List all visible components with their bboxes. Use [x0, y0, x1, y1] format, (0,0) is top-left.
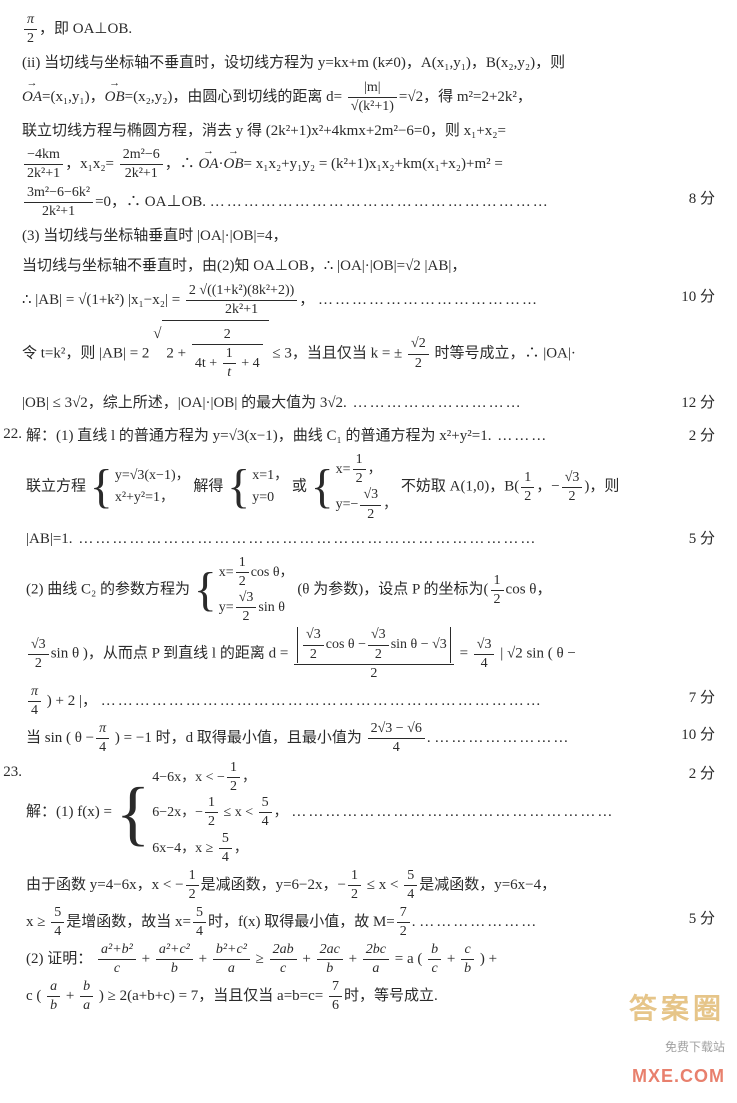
q22-l2: 联立方程 { y=√3(x−1)，x²+y²=1， 解得 { x=1，y=0 或…: [26, 452, 715, 522]
q21-body: π2，即 OA⊥OB. (ii) 当切线与坐标轴不垂直时，设切线方程为 y=kx…: [22, 10, 715, 420]
q21-l9: ∴ |AB| = √(1+k²) |x₁−x₂| = 2 √((1+k²)(8k…: [22, 283, 715, 318]
q21-l7: (3) 当切线与坐标轴垂直时 |OA|·|OB|=4，: [22, 222, 715, 251]
q21-l4: 联立切线方程与椭圆方程，消去 y 得 (2k²+1)x²+4kmx+2m²−6=…: [22, 117, 715, 146]
q21-l6: 3m²−6−6k²2k²+1=0，∴ OA⊥OB. ………………………………………: [22, 185, 715, 220]
watermark-mid: 免费下载站: [665, 1036, 725, 1059]
watermark-bottom: MXE.COM: [632, 1059, 725, 1093]
q22-l5: √32sin θ )，从而点 P 到直线 l 的距离 d = √32cos θ …: [26, 627, 715, 681]
q23-l4: (2) 证明： a²+b²c + a²+c²b + b²+c²a ≥ 2abc …: [26, 942, 715, 977]
q21-l5: −4km2k²+1，x₁x₂= 2m²−62k²+1，∴ OA·OB= x₁x₂…: [22, 147, 715, 182]
q21-l8: 当切线与坐标轴不垂直时，由(2)知 OA⊥OB，∴ |OA|·|OB|=√2 |…: [22, 252, 715, 281]
q22-number: 22.: [0, 420, 26, 449]
q21-l2: (ii) 当切线与坐标轴不垂直时，设切线方程为 y=kx+m (k≠0)，A(x…: [22, 49, 715, 78]
q22-l4: (2) 曲线 C₂ 的参数方程为 { x=12cos θ， y=√32sin θ…: [26, 555, 715, 625]
q22-l3: |AB|=1. ………………………………………………………………………5 分: [26, 525, 715, 554]
q21-l11: |OB| ≤ 3√2，综上所述，|OA|·|OB| 的最大值为 3√2. …………: [22, 389, 715, 418]
q22: 22. 解：(1) 直线 l 的普通方程为 y=√3(x−1)，曲线 C₁ 的普…: [22, 420, 715, 758]
q22-l7: 当 sin ( θ −π4 ) = −1 时，d 取得最小值，且最小值为 2√3…: [26, 721, 715, 756]
q23-l1: 解：(1) f(x) = { 4−6x，x < −12， 6−2x，−12 ≤ …: [26, 760, 715, 866]
q23-l2: 由于函数 y=4−6x，x < −12是减函数，y=6−2x，−12 ≤ x <…: [26, 868, 715, 903]
q21-l1: π2，即 OA⊥OB.: [22, 12, 715, 47]
q22-l6: π4 ) + 2 |， ……………………………………………………………………7 …: [26, 684, 715, 719]
q23-l5: c ( ab + ba ) ≥ 2(a+b+c) = 7，当且仅当 a=b=c=…: [26, 979, 715, 1014]
q23-number: 23.: [0, 758, 26, 787]
q21-l3: OA=(x₁,y₁)，OB=(x₂,y₂)，由圆心到切线的距离 d= |m|√(…: [22, 80, 715, 115]
q23-l3: x ≥ 54是增函数，故当 x=54时，f(x) 取得最小值，故 M=72. ……: [26, 905, 715, 940]
q23: 23. 解：(1) f(x) = { 4−6x，x < −12， 6−2x，−1…: [22, 758, 715, 1016]
q22-l1: 解：(1) 直线 l 的普通方程为 y=√3(x−1)，曲线 C₁ 的普通方程为…: [26, 422, 715, 451]
q21-l10: 令 t=k²，则 |AB| = 2 √ 2 + 2 4t + 1t + 4 ≤ …: [22, 320, 715, 387]
